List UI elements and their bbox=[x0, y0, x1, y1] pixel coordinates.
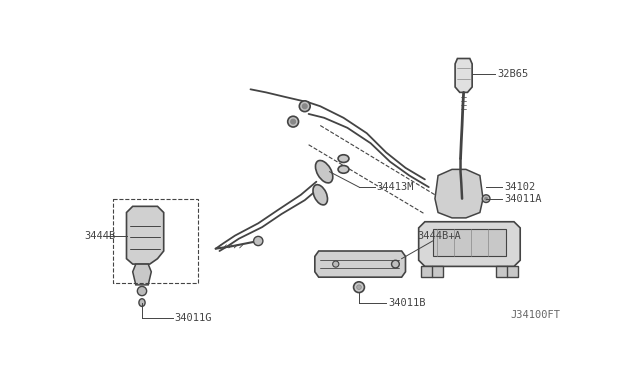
Ellipse shape bbox=[338, 166, 349, 173]
Bar bbox=[433, 230, 506, 256]
Text: 34011G: 34011G bbox=[175, 313, 212, 323]
Bar bbox=[496, 266, 518, 277]
Text: J34100FT: J34100FT bbox=[511, 310, 561, 320]
Bar bbox=[113, 199, 198, 283]
Circle shape bbox=[138, 286, 147, 296]
Text: 34011A: 34011A bbox=[505, 194, 542, 203]
Ellipse shape bbox=[316, 160, 333, 183]
Circle shape bbox=[484, 197, 488, 200]
Circle shape bbox=[291, 119, 296, 124]
Text: 32B65: 32B65 bbox=[497, 69, 528, 79]
Bar bbox=[421, 266, 443, 277]
Circle shape bbox=[392, 260, 399, 268]
Ellipse shape bbox=[139, 299, 145, 307]
Polygon shape bbox=[455, 58, 472, 92]
Circle shape bbox=[300, 101, 310, 112]
Text: 34413M: 34413M bbox=[377, 182, 414, 192]
Circle shape bbox=[356, 285, 362, 289]
Text: 3444B+A: 3444B+A bbox=[417, 231, 461, 241]
Circle shape bbox=[482, 195, 490, 202]
Circle shape bbox=[303, 104, 307, 109]
Circle shape bbox=[253, 236, 263, 246]
Ellipse shape bbox=[313, 185, 328, 205]
Text: 3444B: 3444B bbox=[84, 231, 115, 241]
Polygon shape bbox=[419, 222, 520, 266]
Text: 34102: 34102 bbox=[505, 182, 536, 192]
Polygon shape bbox=[435, 169, 483, 218]
Circle shape bbox=[353, 282, 364, 293]
Circle shape bbox=[333, 261, 339, 267]
Polygon shape bbox=[127, 206, 164, 264]
Ellipse shape bbox=[338, 155, 349, 163]
Polygon shape bbox=[315, 251, 406, 277]
Circle shape bbox=[288, 116, 298, 127]
Polygon shape bbox=[132, 264, 151, 285]
Text: 34011B: 34011B bbox=[388, 298, 426, 308]
